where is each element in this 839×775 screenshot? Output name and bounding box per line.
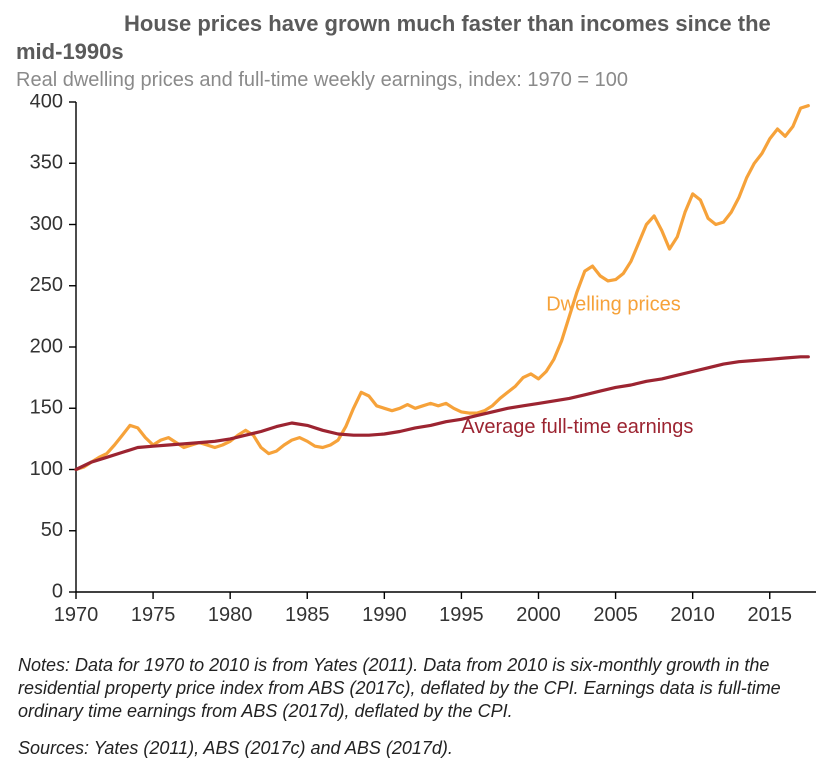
y-tick-label: 300 xyxy=(30,213,63,235)
chart-svg: 0 50 100 150 200 250 300 350 400 1970 1975 1980 1985… xyxy=(16,94,823,644)
x-tick-label: 1980 xyxy=(208,604,253,626)
x-tick-label: 1975 xyxy=(131,604,176,626)
chart-page: House prices have grown much faster than… xyxy=(0,0,839,775)
y-tick-label: 250 xyxy=(30,274,63,296)
x-tick-label: 1970 xyxy=(54,604,99,626)
y-tick-label: 50 xyxy=(41,519,63,541)
x-tick-label: 1990 xyxy=(362,604,407,626)
series-line xyxy=(76,357,808,470)
series-label: Dwelling prices xyxy=(546,293,681,315)
y-tick-label: 150 xyxy=(30,397,63,419)
x-tick-label: 1985 xyxy=(285,604,330,626)
x-tick-label: 1995 xyxy=(439,604,484,626)
chart-notes: Notes: Data for 1970 to 2010 is from Yat… xyxy=(18,654,821,723)
line-chart: 0 50 100 150 200 250 300 350 400 1970 1975 1980 1985… xyxy=(16,94,823,644)
y-tick-label: 200 xyxy=(30,335,63,357)
x-tick-label: 2005 xyxy=(593,604,638,626)
chart-title: House prices have grown much faster than… xyxy=(16,10,823,65)
y-tick-label: 400 xyxy=(30,94,63,112)
x-tick-label: 2015 xyxy=(748,604,793,626)
series-line xyxy=(76,106,808,470)
chart-sources: Sources: Yates (2011), ABS (2017c) and A… xyxy=(18,737,821,760)
chart-subtitle: Real dwelling prices and full-time weekl… xyxy=(16,69,823,92)
y-tick-label: 100 xyxy=(30,458,63,480)
series-label: Average full-time earnings xyxy=(461,416,693,438)
y-tick-label: 0 xyxy=(52,580,63,602)
x-tick-label: 2010 xyxy=(670,604,715,626)
y-tick-label: 350 xyxy=(30,152,63,174)
x-tick-label: 2000 xyxy=(516,604,561,626)
